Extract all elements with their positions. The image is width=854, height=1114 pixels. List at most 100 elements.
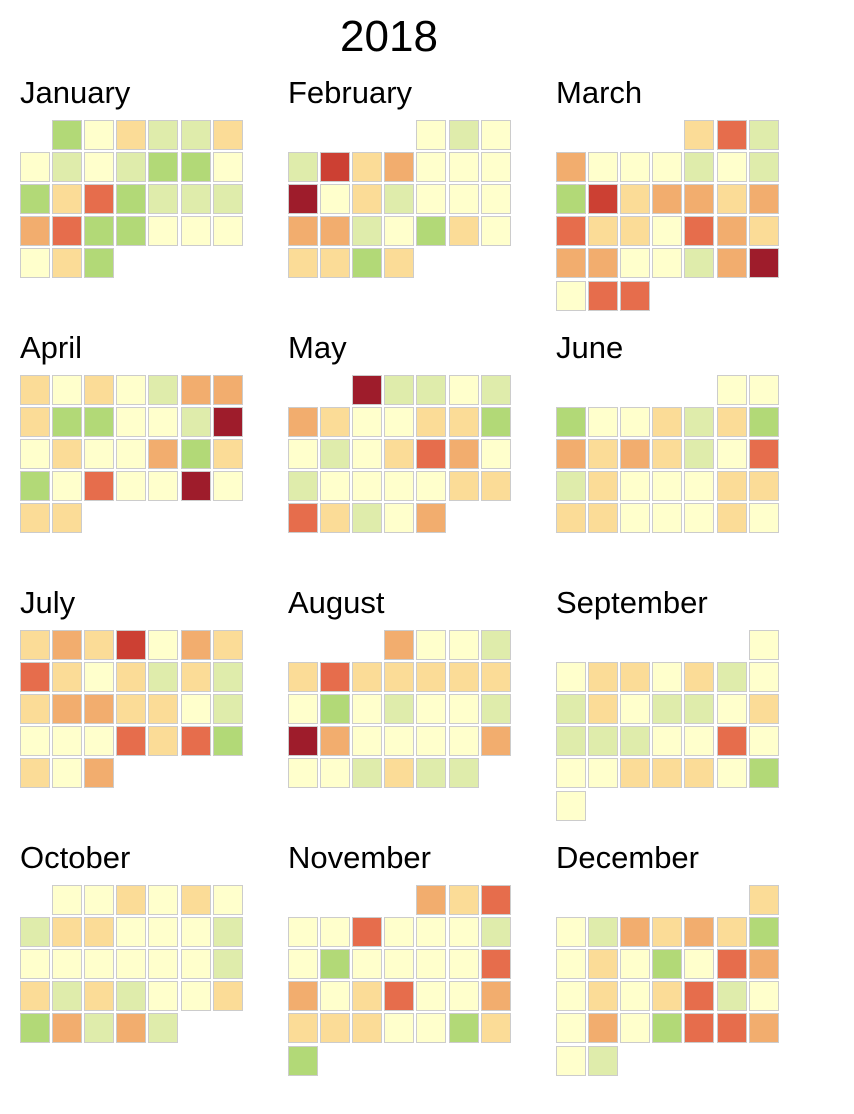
day-cell (84, 981, 115, 1012)
day-cell (116, 917, 147, 948)
day-cell (52, 726, 83, 757)
day-cell (448, 917, 479, 948)
day-cell (556, 1013, 586, 1044)
day-cell (148, 184, 179, 215)
day-cell (416, 1013, 447, 1044)
day-cell (52, 949, 83, 980)
day-cell (416, 407, 447, 438)
day-cell (116, 630, 147, 660)
day-cell (448, 630, 479, 660)
day-cell (384, 694, 415, 725)
day-cell (84, 471, 115, 502)
day-cell (480, 439, 511, 470)
day-cell (20, 630, 50, 660)
day-cell (212, 949, 243, 980)
day-cell (84, 152, 115, 183)
day-cell (288, 184, 318, 215)
day-cell (556, 152, 586, 183)
day-cell (620, 503, 651, 534)
day-cell (480, 885, 511, 915)
day-cell (448, 216, 479, 247)
day-cell (20, 152, 50, 183)
day-cell (652, 949, 683, 980)
day-cell (320, 949, 351, 980)
day-cell (84, 726, 115, 757)
month-label: April (20, 330, 83, 365)
day-cell (480, 630, 511, 660)
day-cell (684, 248, 715, 279)
month-label: July (20, 585, 76, 620)
day-cell (620, 726, 651, 757)
day-cell (288, 407, 318, 438)
day-cell (84, 662, 115, 693)
day-cell (748, 917, 779, 948)
day-cell (716, 981, 747, 1012)
day-cell (588, 1013, 619, 1044)
day-cell (716, 662, 747, 693)
day-cell (652, 503, 683, 534)
day-cell (180, 216, 211, 247)
day-cell (84, 630, 115, 660)
day-cell (716, 471, 747, 502)
month-label: March (556, 75, 643, 110)
day-cell (20, 917, 50, 948)
day-cell (748, 949, 779, 980)
day-cell (684, 694, 715, 725)
day-cell (684, 981, 715, 1012)
day-cell (748, 439, 779, 470)
day-cell (52, 407, 83, 438)
day-cell (148, 1013, 179, 1044)
day-cell (556, 694, 586, 725)
day-cell (20, 949, 50, 980)
day-cell (148, 726, 179, 757)
day-cell (84, 248, 115, 279)
day-cell (448, 439, 479, 470)
day-cell (684, 726, 715, 757)
day-cell (320, 917, 351, 948)
day-cell (148, 885, 179, 915)
day-cell (556, 439, 586, 470)
day-cell (684, 216, 715, 247)
day-cell (320, 1013, 351, 1044)
day-cell (180, 630, 211, 660)
day-cell (84, 120, 115, 150)
day-cell (116, 152, 147, 183)
day-cell (384, 981, 415, 1012)
day-cell (212, 471, 243, 502)
day-cell (52, 630, 83, 660)
day-cell (652, 1013, 683, 1044)
day-cell (52, 439, 83, 470)
day-cell (384, 152, 415, 183)
day-cell (620, 1013, 651, 1044)
day-cell (684, 471, 715, 502)
day-cell (84, 375, 115, 405)
day-cell (212, 662, 243, 693)
day-cell (180, 949, 211, 980)
day-cell (352, 1013, 383, 1044)
day-cell (716, 726, 747, 757)
day-cell (716, 152, 747, 183)
day-cell (384, 726, 415, 757)
day-cell (556, 726, 586, 757)
day-cell (416, 726, 447, 757)
day-cell (480, 694, 511, 725)
day-cell (212, 694, 243, 725)
day-cell (384, 471, 415, 502)
day-cell (556, 471, 586, 502)
day-cell (588, 981, 619, 1012)
day-cell (416, 694, 447, 725)
day-cell (352, 407, 383, 438)
day-cell (352, 375, 383, 405)
day-cell (480, 981, 511, 1012)
day-cell (748, 471, 779, 502)
day-cell (448, 758, 479, 789)
day-cell (52, 885, 83, 915)
month-label: January (20, 75, 131, 110)
day-cell (116, 216, 147, 247)
day-cell (180, 407, 211, 438)
day-cell (180, 471, 211, 502)
day-cell (480, 726, 511, 757)
day-cell (320, 216, 351, 247)
day-cell (20, 1013, 50, 1044)
day-cell (620, 917, 651, 948)
